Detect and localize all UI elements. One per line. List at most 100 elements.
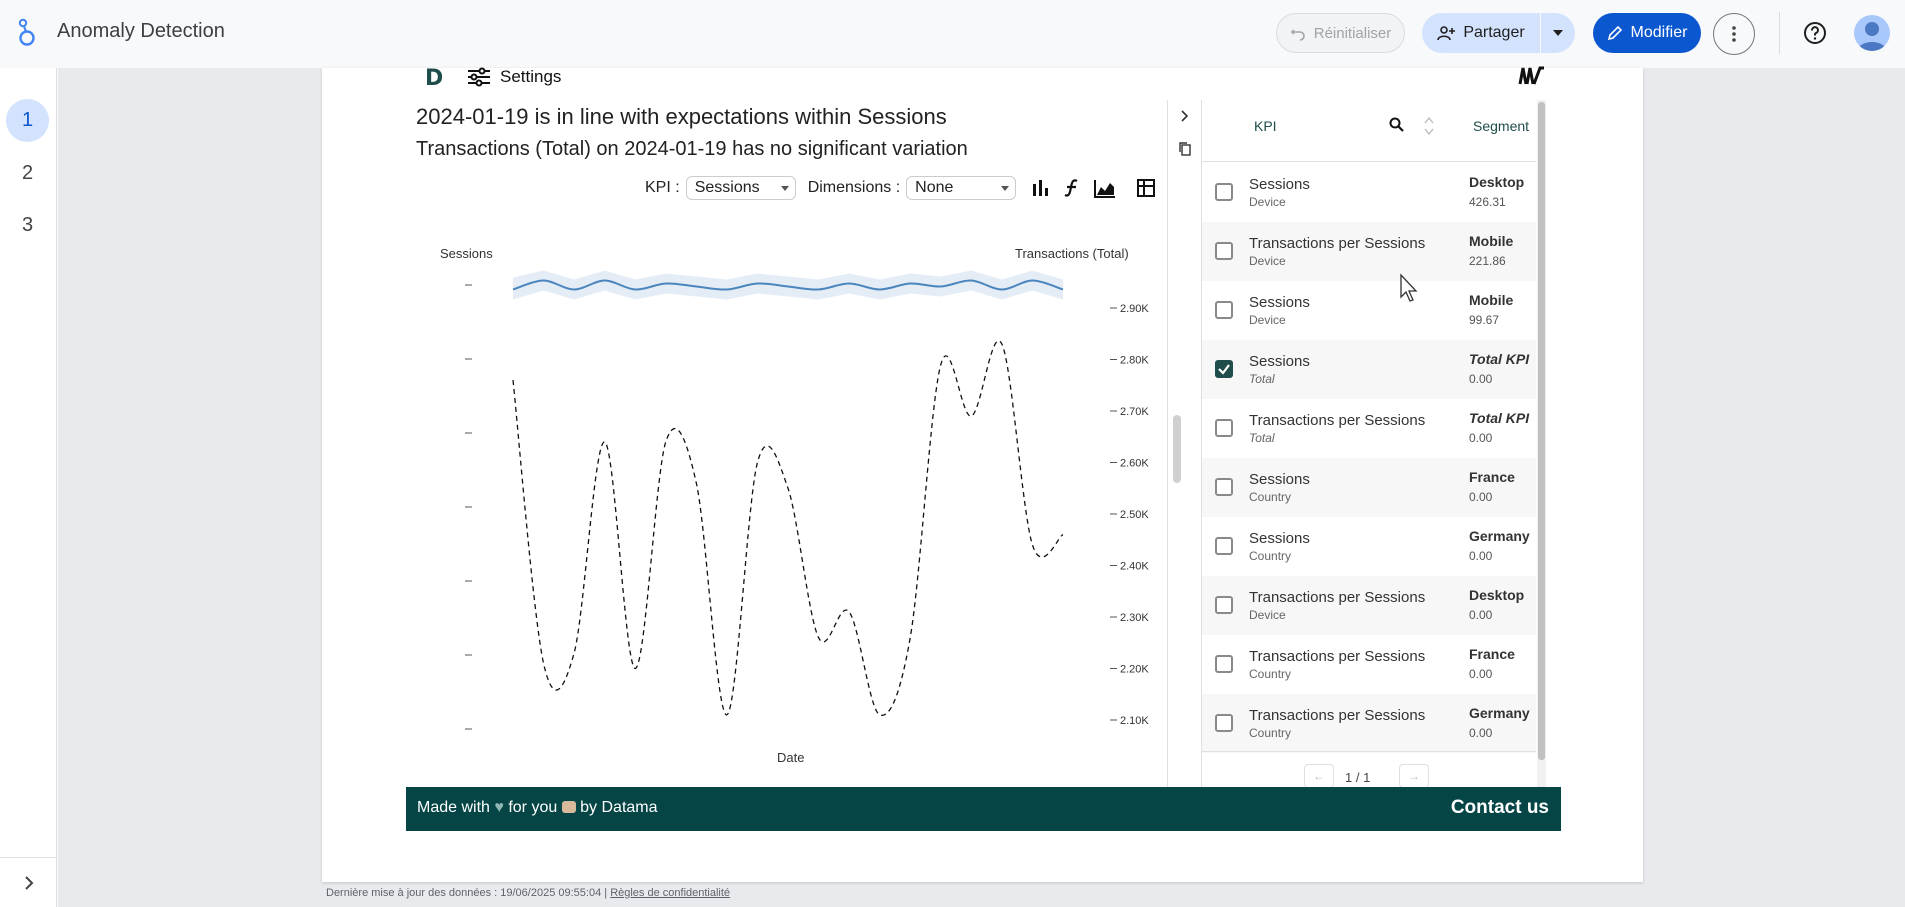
page-indicator: 1 / 1 (1345, 770, 1371, 785)
expand-nav-button[interactable] (0, 857, 57, 907)
table-row[interactable]: Sessions Total Total KPI 0.00 (1202, 340, 1536, 399)
row-value: 221.86 (1469, 254, 1506, 268)
row-kpi: Transactions per Sessions (1249, 707, 1426, 724)
row-dimension: Country (1249, 667, 1292, 681)
row-checkbox[interactable] (1215, 478, 1233, 496)
row-segment: Desktop (1469, 587, 1525, 603)
row-value: 0.00 (1469, 490, 1493, 504)
row-dimension: Total (1249, 431, 1275, 445)
dimensions-label: Dimensions : (807, 179, 901, 196)
row-kpi: Sessions (1249, 353, 1310, 370)
row-checkbox[interactable] (1215, 360, 1233, 378)
chevron-right-icon[interactable] (1180, 110, 1190, 122)
kpi-select[interactable]: Sessions (685, 176, 796, 200)
page-3-button[interactable]: 3 (21, 214, 34, 236)
row-dimension: Device (1249, 254, 1286, 268)
looker-studio-logo-icon (18, 18, 35, 46)
table-scrollbar-thumb[interactable] (1538, 102, 1545, 760)
table-row[interactable]: Sessions Device Mobile 99.67 (1202, 281, 1536, 340)
sessions-transactions-chart: Sessions Transactions (Total) Date 2.90K 2.8… (440, 246, 1149, 765)
settings-sliders-icon[interactable] (467, 67, 491, 87)
row-checkbox[interactable] (1215, 596, 1233, 614)
row-segment: France (1469, 469, 1515, 485)
row-kpi: Sessions (1249, 294, 1310, 311)
insight-subheadline: Transactions (Total) on 2024-01-19 has n… (416, 138, 968, 160)
table-scrollbar[interactable] (1537, 100, 1546, 787)
segment-column-header[interactable]: Segment (1473, 118, 1530, 134)
table-row[interactable]: Transactions per Sessions Device Mobile 221… (1202, 222, 1536, 281)
search-icon[interactable] (1389, 117, 1405, 133)
table-row[interactable]: Transactions per Sessions Device Desktop 0.… (1202, 576, 1536, 635)
row-segment: Total KPI (1469, 410, 1530, 426)
table-row[interactable]: Transactions per Sessions Country Germany 0… (1202, 694, 1536, 753)
settings-button[interactable]: Settings (500, 67, 562, 86)
row-checkbox[interactable] (1215, 655, 1233, 673)
row-dimension: Device (1249, 313, 1286, 327)
row-checkbox[interactable] (1215, 419, 1233, 437)
transactions-series-line (512, 340, 1064, 716)
made-with-text: Made with ♥ for you by Datama (417, 799, 658, 816)
row-checkbox[interactable] (1215, 537, 1233, 555)
table-row[interactable]: Sessions Device Desktop 426.31 (1202, 163, 1536, 222)
caret-down-icon (780, 186, 789, 191)
more-vert-icon (1732, 26, 1736, 42)
contact-us-link[interactable]: Contact us (1450, 797, 1549, 818)
share-button[interactable]: Partager (1422, 13, 1540, 53)
table-view-icon[interactable] (1136, 178, 1156, 198)
page-navigation: 1 2 3 (0, 68, 57, 907)
help-icon[interactable] (1802, 20, 1828, 46)
row-segment: Germany (1469, 705, 1530, 721)
chart-scrollbar[interactable] (1173, 415, 1181, 483)
reset-button[interactable]: Réinitialiser (1276, 13, 1405, 53)
row-dimension: Total (1249, 372, 1275, 386)
bar-chart-icon[interactable] (1030, 178, 1050, 198)
account-avatar[interactable] (1854, 15, 1890, 51)
row-checkbox[interactable] (1215, 714, 1233, 732)
table-row[interactable]: Transactions per Sessions Country France 0.… (1202, 635, 1536, 694)
privacy-link[interactable]: Règles de confidentialité (610, 887, 731, 899)
right-axis-tick-label: 2.30K (1120, 612, 1149, 624)
table-row[interactable]: Sessions Country Germany 0.00 (1202, 517, 1536, 576)
row-kpi: Transactions per Sessions (1249, 235, 1426, 252)
more-options-button[interactable] (1713, 13, 1755, 55)
right-axis-tick-label: 2.40K (1120, 561, 1149, 573)
kpi-column-header[interactable]: KPI (1254, 118, 1277, 134)
right-axis-tick-label: 2.90K (1120, 303, 1149, 315)
chart-controls: KPI : Sessions Dimensions : None (645, 175, 1156, 201)
table-header: KPI Segment (1202, 100, 1536, 162)
report-title: Anomaly Detection (57, 20, 225, 42)
sort-icon[interactable] (1424, 115, 1434, 137)
prev-page-button[interactable]: ← (1304, 764, 1334, 788)
x-axis-title: Date (777, 750, 804, 765)
page-2-button[interactable]: 2 (21, 162, 34, 184)
next-page-button[interactable]: → (1399, 764, 1429, 788)
row-kpi: Transactions per Sessions (1249, 412, 1426, 429)
right-axis-title: Transactions (Total) (1015, 246, 1129, 261)
dimensions-select[interactable]: None (906, 176, 1017, 200)
row-dimension: Device (1249, 195, 1286, 209)
right-axis-tick-label: 2.80K (1120, 355, 1149, 367)
heart-icon: ♥ (494, 799, 504, 816)
row-segment: France (1469, 646, 1515, 662)
page-1-button[interactable]: 1 (6, 99, 49, 142)
row-checkbox[interactable] (1215, 242, 1233, 260)
function-icon[interactable] (1062, 178, 1082, 198)
table-pager: ← 1 / 1 → (1202, 751, 1536, 788)
check-icon (1218, 364, 1230, 375)
right-axis-tick-label: 2.70K (1120, 406, 1149, 418)
copy-icon[interactable] (1179, 142, 1191, 156)
share-dropdown-button[interactable] (1541, 13, 1575, 53)
row-value: 0.00 (1469, 431, 1493, 445)
row-kpi: Sessions (1249, 530, 1310, 547)
row-dimension: Device (1249, 608, 1286, 622)
table-row[interactable]: Sessions Country France 0.00 (1202, 458, 1536, 517)
row-checkbox[interactable] (1215, 301, 1233, 319)
row-value: 0.00 (1469, 372, 1493, 386)
area-chart-icon[interactable] (1094, 178, 1116, 198)
edit-button[interactable]: Modifier (1593, 13, 1701, 53)
row-value: 0.00 (1469, 726, 1493, 740)
data-updated-footer: Dernière mise à jour des données : 19/06… (326, 887, 731, 899)
table-row[interactable]: Transactions per Sessions Total Total KPI 0… (1202, 399, 1536, 458)
row-value: 0.00 (1469, 667, 1493, 681)
row-checkbox[interactable] (1215, 183, 1233, 201)
